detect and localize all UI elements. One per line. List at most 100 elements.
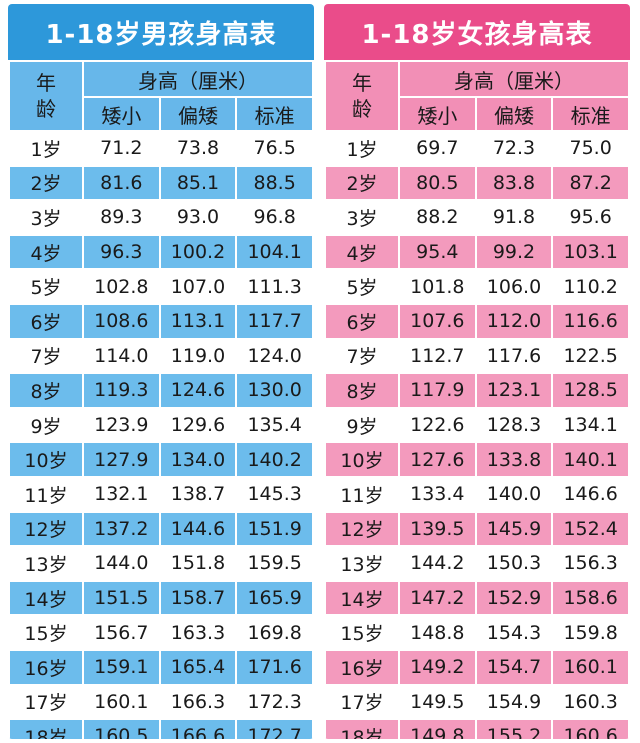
table-row: 13岁 144.0 151.8 159.5: [8, 545, 314, 582]
boys-height-table: 年 龄 身高（厘米） 矮小 偏矮 标准 1岁 71.2 73.8 76.5 2岁 81.6…: [8, 60, 314, 739]
age-cell: 16岁: [8, 648, 84, 686]
table-row: 13岁 144.2 150.3 156.3: [324, 545, 630, 582]
below-average-value-cell: 128.3: [474, 406, 554, 444]
table-row: 5岁 102.8 107.0 111.3: [8, 268, 314, 305]
age-cell: 5岁: [324, 268, 400, 305]
short-value-cell: 89.3: [82, 199, 161, 236]
short-value-cell: 127.6: [398, 441, 477, 478]
age-cell: 10岁: [8, 441, 84, 478]
age-cell: 15岁: [324, 614, 400, 651]
standard-value-cell: 76.5: [235, 130, 314, 167]
below-average-value-cell: 106.0: [474, 268, 554, 305]
standard-value-cell: 169.8: [235, 614, 314, 651]
standard-value-cell: 140.1: [551, 441, 630, 478]
age-cell: 2岁: [324, 164, 400, 202]
table-row: 14岁 151.5 158.7 165.9: [8, 579, 314, 617]
table-row: 8岁 117.9 123.1 128.5: [324, 372, 630, 409]
below-average-value-cell: 155.2: [474, 718, 554, 739]
below-average-value-cell: 151.8: [158, 545, 238, 582]
age-cell: 9岁: [324, 406, 400, 444]
age-cell: 14岁: [324, 579, 400, 617]
table-row: 1岁 71.2 73.8 76.5: [8, 130, 314, 167]
short-value-cell: 149.5: [398, 683, 477, 721]
below-average-value-cell: 91.8: [474, 199, 554, 236]
short-value-cell: 71.2: [82, 130, 161, 167]
age-cell: 13岁: [324, 545, 400, 582]
short-value-cell: 108.6: [82, 302, 161, 340]
short-value-cell: 144.0: [82, 545, 161, 582]
standard-value-cell: 160.1: [551, 648, 630, 686]
short-value-cell: 151.5: [82, 579, 161, 617]
girls-table-body: 1岁 69.7 72.3 75.0 2岁 80.5 83.8 87.2 3岁 88.2 91.8 95…: [324, 130, 630, 739]
below-average-value-cell: 144.6: [158, 510, 238, 548]
below-average-value-cell: 113.1: [158, 302, 238, 340]
short-value-cell: 123.9: [82, 406, 161, 444]
short-column-header: 矮小: [398, 96, 477, 132]
table-row: 12岁 139.5 145.9 152.4: [324, 510, 630, 548]
age-cell: 11岁: [324, 475, 400, 513]
short-value-cell: 132.1: [82, 475, 161, 513]
below-average-value-cell: 119.0: [158, 337, 238, 375]
age-cell: 17岁: [324, 683, 400, 721]
standard-value-cell: 165.9: [235, 579, 314, 617]
table-row: 3岁 89.3 93.0 96.8: [8, 199, 314, 236]
age-header-bottom: 龄: [352, 97, 372, 121]
below-average-value-cell: 140.0: [474, 475, 554, 513]
below-average-value-cell: 145.9: [474, 510, 554, 548]
height-group-header: 身高（厘米）: [398, 60, 630, 98]
short-value-cell: 101.8: [398, 268, 477, 305]
age-header-bottom: 龄: [36, 97, 56, 121]
short-value-cell: 102.8: [82, 268, 161, 305]
age-column-header: 年 龄: [8, 60, 84, 132]
table-row: 15岁 156.7 163.3 169.8: [8, 614, 314, 651]
age-header-top: 年: [36, 71, 56, 95]
below-average-value-cell: 163.3: [158, 614, 238, 651]
short-value-cell: 144.2: [398, 545, 477, 582]
short-value-cell: 112.7: [398, 337, 477, 375]
below-average-value-cell: 112.0: [474, 302, 554, 340]
short-value-cell: 133.4: [398, 475, 477, 513]
age-cell: 7岁: [324, 337, 400, 375]
short-value-cell: 96.3: [82, 233, 161, 271]
short-value-cell: 95.4: [398, 233, 477, 271]
age-cell: 9岁: [8, 406, 84, 444]
age-cell: 17岁: [8, 683, 84, 721]
below-average-value-cell: 129.6: [158, 406, 238, 444]
short-value-cell: 160.5: [82, 718, 161, 739]
standard-value-cell: 130.0: [235, 372, 314, 409]
age-cell: 6岁: [324, 302, 400, 340]
age-cell: 5岁: [8, 268, 84, 305]
table-row: 11岁 133.4 140.0 146.6: [324, 475, 630, 513]
table-row: 7岁 112.7 117.6 122.5: [324, 337, 630, 375]
standard-value-cell: 156.3: [551, 545, 630, 582]
short-value-cell: 117.9: [398, 372, 477, 409]
below-average-value-cell: 158.7: [158, 579, 238, 617]
short-value-cell: 159.1: [82, 648, 161, 686]
below-average-column-header: 偏矮: [474, 96, 554, 132]
standard-value-cell: 95.6: [551, 199, 630, 236]
standard-value-cell: 159.8: [551, 614, 630, 651]
below-average-value-cell: 107.0: [158, 268, 238, 305]
table-row: 16岁 149.2 154.7 160.1: [324, 648, 630, 686]
standard-value-cell: 159.5: [235, 545, 314, 582]
table-row: 5岁 101.8 106.0 110.2: [324, 268, 630, 305]
standard-value-cell: 134.1: [551, 406, 630, 444]
standard-value-cell: 116.6: [551, 302, 630, 340]
age-cell: 1岁: [8, 130, 84, 167]
below-average-column-header: 偏矮: [158, 96, 238, 132]
age-cell: 18岁: [8, 718, 84, 739]
below-average-value-cell: 83.8: [474, 164, 554, 202]
short-value-cell: 114.0: [82, 337, 161, 375]
boys-height-table-panel: 1-18岁男孩身高表 年 龄 身高（厘米） 矮小 偏矮 标准 1岁 71.2 73.…: [8, 4, 314, 739]
table-row: 10岁 127.6 133.8 140.1: [324, 441, 630, 478]
standard-value-cell: 110.2: [551, 268, 630, 305]
standard-value-cell: 88.5: [235, 164, 314, 202]
table-row: 1岁 69.7 72.3 75.0: [324, 130, 630, 167]
standard-value-cell: 75.0: [551, 130, 630, 167]
table-row: 3岁 88.2 91.8 95.6: [324, 199, 630, 236]
standard-value-cell: 87.2: [551, 164, 630, 202]
standard-value-cell: 140.2: [235, 441, 314, 478]
short-value-cell: 107.6: [398, 302, 477, 340]
table-row: 17岁 160.1 166.3 172.3: [8, 683, 314, 721]
